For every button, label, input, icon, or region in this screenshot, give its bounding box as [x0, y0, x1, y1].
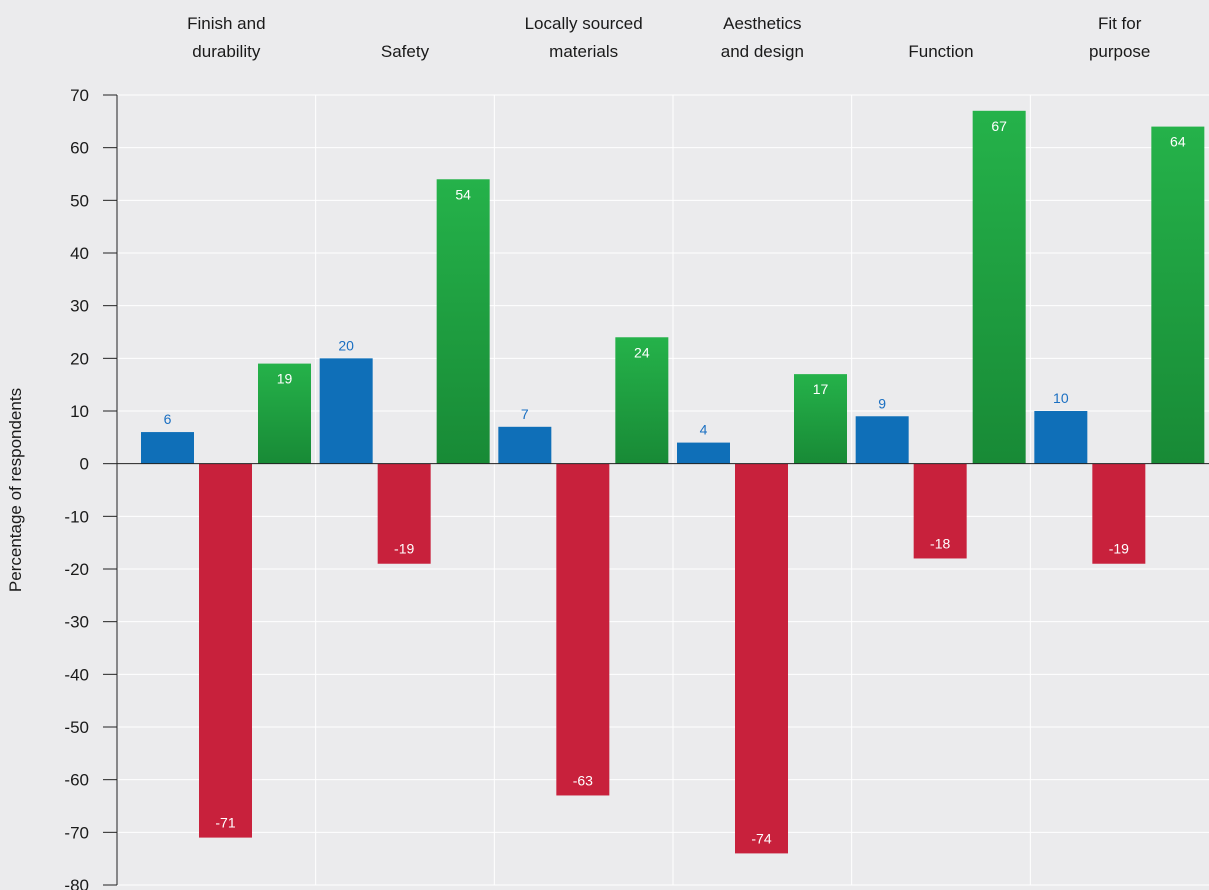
category-label: Safety — [381, 42, 430, 61]
y-tick-label: 20 — [70, 349, 89, 368]
y-tick-label: -10 — [64, 507, 89, 526]
value-label: 54 — [455, 186, 471, 202]
bar — [1034, 411, 1088, 464]
category-label: Fit for purpose — [1089, 14, 1150, 61]
bar — [556, 463, 610, 796]
bar — [319, 358, 373, 464]
bar — [855, 416, 909, 464]
bars-layer — [141, 110, 1205, 854]
bar — [1092, 463, 1146, 564]
value-label: -74 — [751, 830, 771, 846]
y-axis-label: Percentage of respondents — [6, 388, 25, 592]
y-tick-label: 30 — [70, 297, 89, 316]
bar — [1151, 126, 1205, 464]
value-label: 20 — [338, 337, 354, 353]
y-tick-label: 70 — [70, 86, 89, 105]
bar — [677, 442, 730, 464]
bar — [436, 179, 490, 464]
bar — [377, 463, 431, 564]
value-label: 10 — [1053, 390, 1069, 406]
value-label: 24 — [634, 344, 650, 360]
y-axis: 70 60 50 40 30 20 10 0 -10 -20 -30 -40 -50 -60 -70 -80 — [64, 86, 1209, 890]
bar — [735, 463, 788, 854]
y-tick-label: -40 — [64, 665, 89, 684]
bar — [615, 337, 669, 464]
value-label: 64 — [1170, 134, 1186, 150]
category-label: Locally sourced materials — [525, 14, 643, 61]
y-tick-label: -20 — [64, 560, 89, 579]
bar — [141, 432, 194, 464]
bar — [258, 363, 311, 464]
value-label: 17 — [813, 381, 829, 397]
bar — [913, 463, 967, 559]
y-tick-label: -70 — [64, 823, 89, 842]
y-tick-label: 10 — [70, 402, 89, 421]
bar — [972, 110, 1026, 464]
value-label: 4 — [700, 422, 708, 438]
value-label: 9 — [878, 395, 886, 411]
category-label: Aesthetics and design — [721, 14, 804, 61]
y-tick-label: 50 — [70, 191, 89, 210]
category-labels-layer: Finish and durability Safety Locally source… — [187, 14, 1150, 61]
bar — [498, 426, 552, 464]
y-tick-label: -50 — [64, 718, 89, 737]
value-labels-layer: 6 -71 19 20 -19 54 7 -63 24 4 -74 17 9 -18 67 10 -19 64 — [164, 118, 1186, 847]
grid-layer — [117, 94, 1209, 886]
bar — [199, 463, 252, 838]
y-tick-label: 0 — [80, 455, 89, 474]
value-label: -63 — [573, 772, 593, 788]
bar — [794, 374, 847, 464]
value-label: -71 — [215, 815, 235, 831]
category-label: Function — [908, 42, 973, 61]
y-tick-label: 40 — [70, 244, 89, 263]
value-label: -18 — [930, 535, 950, 551]
value-label: 67 — [991, 118, 1007, 134]
category-label: Finish and durability — [187, 14, 265, 61]
y-tick-label: -60 — [64, 771, 89, 790]
y-tick-label: -80 — [64, 876, 89, 890]
value-label: -19 — [1109, 541, 1129, 557]
value-label: -19 — [394, 541, 414, 557]
value-label: 6 — [164, 411, 172, 427]
y-tick-label: 60 — [70, 139, 89, 158]
value-label: 7 — [521, 406, 529, 422]
value-label: 19 — [277, 371, 293, 387]
y-tick-label: -30 — [64, 613, 89, 632]
